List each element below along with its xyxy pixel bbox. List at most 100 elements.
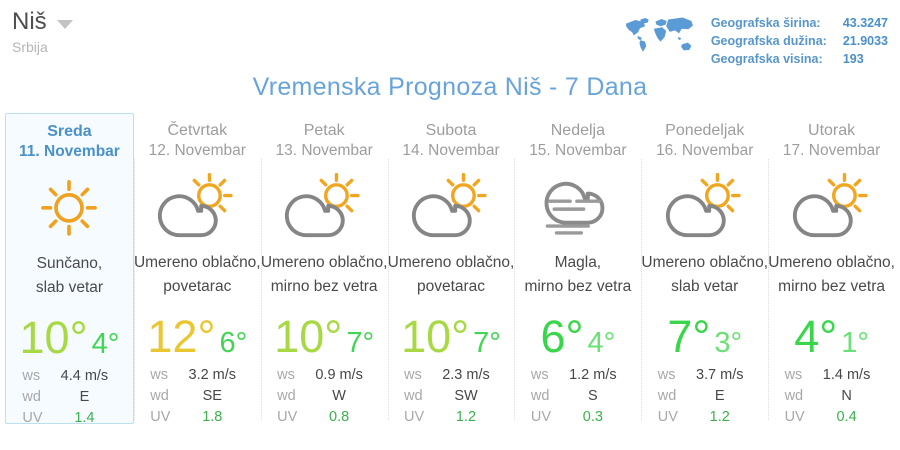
uv-value: 1.2 <box>709 408 730 425</box>
temp-high: 7° <box>667 310 711 362</box>
temp-low: 3° <box>714 326 743 359</box>
wind-speed-value: 3.2 m/s <box>188 366 237 383</box>
uv-value: 1.4 <box>74 409 95 426</box>
geo-latitude-label: Geografska širina: <box>710 16 821 30</box>
wind-dir-value: N <box>841 387 852 404</box>
wind-speed-label: ws <box>784 366 803 383</box>
day-date: 12. Novembar <box>148 142 246 160</box>
weather-desc-line2: mirno bez vetra <box>778 277 885 295</box>
wind-dir-value: W <box>332 387 346 404</box>
uv-label: UV <box>657 408 678 425</box>
temp-low: 6° <box>219 326 248 359</box>
chevron-down-icon <box>56 19 73 29</box>
geo-altitude-value: 193 <box>842 51 864 66</box>
weather-desc-line2: mirno bez vetra <box>270 277 378 295</box>
geo-altitude-label: Geografska visina: <box>710 51 823 66</box>
day-card-petak[interactable]: Petak 13. Novembar Umereno oblačno, mirn… <box>260 113 388 425</box>
wind-speed-label: ws <box>657 366 676 383</box>
wind-speed-value: 0.9 m/s <box>315 366 363 383</box>
weather-desc-line2: povetarac <box>416 277 486 295</box>
temp-low: 7° <box>473 326 501 359</box>
day-card-utorak[interactable]: Utorak 17. Novembar Umereno oblačno, mir… <box>768 113 895 425</box>
uv-label: UV <box>22 409 43 426</box>
day-card-sreda[interactable]: Sreda 11. Novembar Sunčano, slab vetar 1… <box>5 113 134 426</box>
day-card-cetvrtak[interactable]: Četvrtak 12. Novembar Umereno oblačno, p… <box>133 113 261 425</box>
temp-high: 10° <box>274 310 343 362</box>
fog-icon <box>544 181 604 235</box>
day-name: Subota <box>425 122 477 139</box>
wind-dir-label: wd <box>22 388 41 405</box>
temp-low: 1° <box>841 326 869 359</box>
day-name: Sreda <box>47 123 92 140</box>
uv-label: UV <box>150 408 171 425</box>
day-date: 16. Novembar <box>656 142 754 160</box>
uv-label: UV <box>530 408 552 425</box>
wind-speed-label: ws <box>150 366 169 383</box>
geo-latitude-value: 43.3247 <box>842 16 888 30</box>
day-card-nedelja[interactable]: Nedelja 15. Novembar Magla, mirno bez ve… <box>514 113 641 425</box>
wind-dir-label: wd <box>404 387 423 404</box>
day-date: 15. Novembar <box>529 142 627 160</box>
geo-longitude-value: 21.9033 <box>842 33 888 48</box>
wind-dir-label: wd <box>277 387 296 404</box>
temp-high: 10° <box>19 311 88 363</box>
geo-row-altitude: Geografska visina: 193 <box>711 51 888 69</box>
day-card-ponedeljak[interactable]: Ponedeljak 16. Novembar Umereno oblačno,… <box>641 113 769 425</box>
page-header: Niš Srbija Geografska širina: 43.3247 <box>0 0 900 66</box>
weather-desc-line1: Umereno oblačno, <box>641 253 769 271</box>
wind-dir-value: E <box>714 387 725 404</box>
temp-high: 12° <box>147 310 216 362</box>
day-card-subota[interactable]: Subota 14. Novembar Umereno oblačno, pov… <box>387 113 515 425</box>
wind-dir-label: wd <box>530 387 550 404</box>
weather-desc-line2: slab vetar <box>35 278 104 296</box>
geo-coordinates: Geografska širina: 43.3247 Geografska du… <box>711 15 888 68</box>
partly-cloudy-icon <box>158 172 233 237</box>
weather-desc-line1: Umereno oblačno, <box>387 253 515 271</box>
wind-dir-label: wd <box>784 387 804 404</box>
wind-dir-label: wd <box>150 387 169 404</box>
wind-dir-label: wd <box>657 387 677 404</box>
day-name: Utorak <box>808 122 856 139</box>
forecast-row: Sreda 11. Novembar Sunčano, slab vetar 1… <box>5 113 895 426</box>
wind-speed-label: ws <box>22 367 41 384</box>
wind-dir-value: SW <box>454 387 478 404</box>
wind-speed-label: ws <box>530 366 549 383</box>
temp-high: 4° <box>794 310 838 362</box>
wind-speed-value: 3.7 m/s <box>695 366 744 383</box>
temp-high: 6° <box>540 310 584 362</box>
uv-value: 1.2 <box>455 408 477 425</box>
day-name: Nedelja <box>550 122 605 139</box>
day-name: Četvrtak <box>167 122 228 139</box>
uv-value: 0.3 <box>582 408 603 425</box>
wind-speed-value: 1.4 m/s <box>822 366 871 383</box>
wind-speed-label: ws <box>277 366 295 383</box>
wind-speed-value: 4.4 m/s <box>60 367 109 384</box>
day-name: Ponedeljak <box>665 122 745 139</box>
geo-block: Geografska širina: 43.3247 Geografska du… <box>623 8 890 68</box>
temp-low: 4° <box>587 326 616 359</box>
city-selector[interactable]: Niš <box>12 8 73 36</box>
page-title: Vremenska Prognoza Niš - 7 Dana <box>252 73 648 101</box>
partly-cloudy-icon <box>285 172 360 237</box>
uv-value: 0.8 <box>329 408 350 425</box>
wind-speed-value: 2.3 m/s <box>442 366 490 383</box>
weather-desc-line1: Magla, <box>554 253 602 271</box>
geo-longitude-label: Geografska dužina: <box>710 33 827 48</box>
country-label: Srbija <box>12 39 48 55</box>
temp-low: 7° <box>346 326 375 359</box>
location-block: Niš Srbija <box>12 8 73 55</box>
temp-high: 10° <box>401 310 470 362</box>
world-map-icon <box>625 17 693 52</box>
weather-desc-line1: Umereno oblačno, <box>260 253 388 271</box>
wind-dir-value: S <box>588 387 598 404</box>
wind-speed-value: 1.2 m/s <box>569 366 617 383</box>
weather-desc-line1: Umereno oblačno, <box>768 253 895 271</box>
weather-desc-line2: slab vetar <box>671 277 739 295</box>
partly-cloudy-icon <box>792 172 868 237</box>
city-name: Niš <box>12 8 47 35</box>
geo-row-latitude: Geografska širina: 43.3247 <box>711 15 888 33</box>
weather-desc-line1: Umereno oblačno, <box>133 253 261 271</box>
uv-label: UV <box>277 408 298 425</box>
day-date: 13. Novembar <box>275 142 373 160</box>
wind-speed-label: ws <box>404 366 422 383</box>
